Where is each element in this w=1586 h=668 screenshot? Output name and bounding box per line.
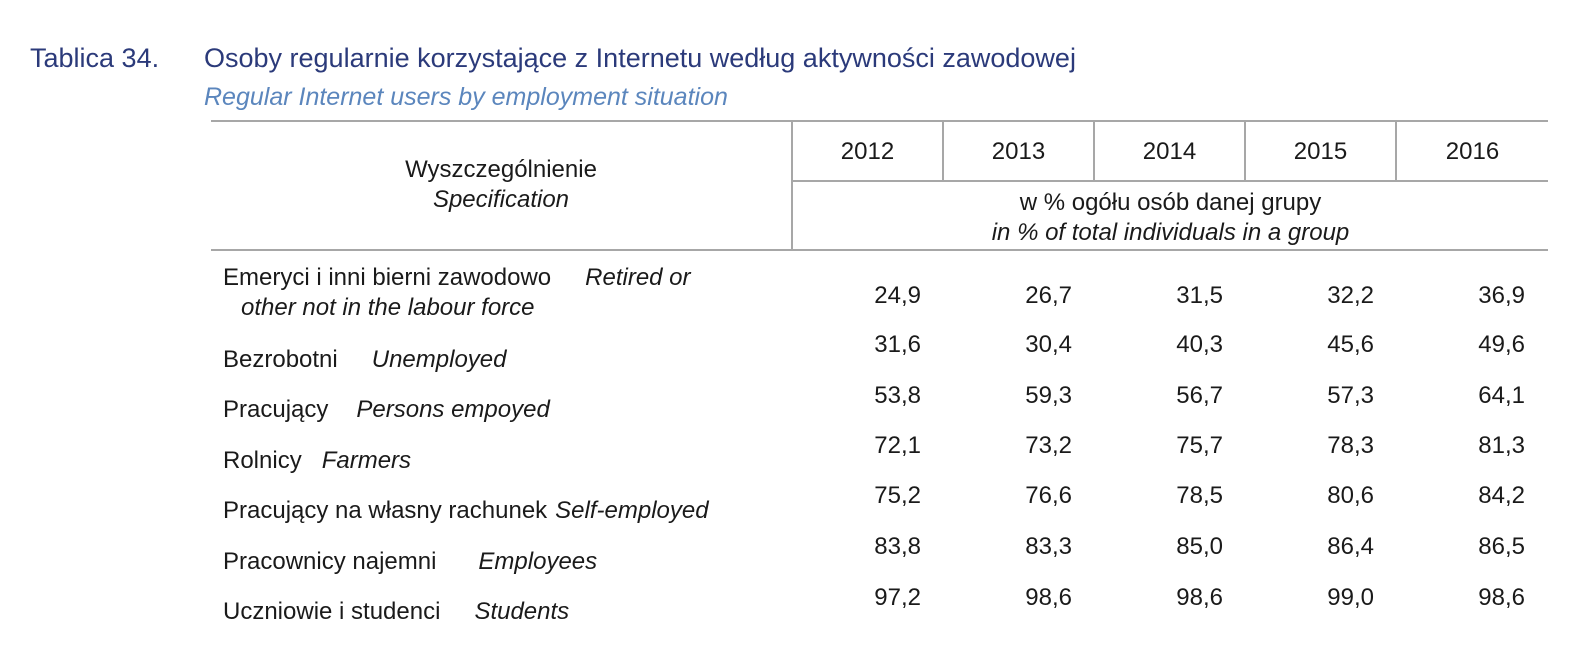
row-label: Bezrobotni Unemployed xyxy=(223,345,507,375)
table-cell: 81,3 xyxy=(1478,432,1525,459)
table-cell: 40,3 xyxy=(1176,331,1223,358)
unit-header: w % ogółu osób danej grupy in % of total… xyxy=(793,188,1548,248)
row-label-en: Persons empoyed xyxy=(356,396,550,423)
year-header: 2012 xyxy=(840,138,895,165)
table-cell: 84,2 xyxy=(1478,482,1525,509)
table-cell: 73,2 xyxy=(1025,432,1072,459)
data-table: Wyszczególnienie Specification 2012 2013… xyxy=(211,120,1548,640)
row-label-pl: Uczniowie i studenci xyxy=(223,598,441,625)
year-header: 2013 xyxy=(991,138,1046,165)
header-bottom-rule xyxy=(211,249,1548,251)
row-label-pl: Pracownicy najemni xyxy=(223,548,437,575)
table-cell: 53,8 xyxy=(874,382,921,409)
row-label: Emeryci i inni bierni zawodowo Retired or xyxy=(223,263,691,293)
row-label: Pracujący Persons empoyed xyxy=(223,395,550,425)
table-cell: 83,8 xyxy=(874,533,921,560)
table-cell: 64,1 xyxy=(1478,382,1525,409)
table-cell: 97,2 xyxy=(874,584,921,611)
spec-header-en: Specification xyxy=(432,186,570,213)
spec-header-pl: Wyszczególnienie xyxy=(405,156,597,183)
row-label-pl: Emeryci i inni bierni zawodowo xyxy=(223,264,552,291)
table-cell: 57,3 xyxy=(1327,382,1374,409)
table-cell: 26,7 xyxy=(1025,282,1072,309)
row-label-pl: Rolnicy xyxy=(223,447,302,474)
table-cell: 31,5 xyxy=(1176,282,1223,309)
spec-header: Wyszczególnienie Specification xyxy=(211,155,791,215)
row-label-en: Farmers xyxy=(321,447,412,474)
year-header: 2014 xyxy=(1142,138,1197,165)
table-cell: 78,3 xyxy=(1327,432,1374,459)
table-cell: 75,2 xyxy=(874,482,921,509)
table-cell: 99,0 xyxy=(1327,584,1374,611)
table-cell: 85,0 xyxy=(1176,533,1223,560)
year-divider-4 xyxy=(1395,120,1397,180)
table-cell: 75,7 xyxy=(1176,432,1223,459)
table-cell: 36,9 xyxy=(1478,282,1525,309)
row-label-en: Students xyxy=(474,598,570,625)
table-cell: 76,6 xyxy=(1025,482,1072,509)
year-header: 2016 xyxy=(1445,138,1500,165)
table-cell: 30,4 xyxy=(1025,331,1072,358)
row-label-en: Employees xyxy=(478,548,598,575)
table-cell: 49,6 xyxy=(1478,331,1525,358)
table-cell: 83,3 xyxy=(1025,533,1072,560)
table-cell: 72,1 xyxy=(874,432,921,459)
row-label: Pracownicy najemni Employees xyxy=(223,547,597,577)
row-label-en: Retired or xyxy=(585,264,691,291)
table-cell: 98,6 xyxy=(1478,584,1525,611)
year-divider-1 xyxy=(942,120,944,180)
table-cell: 59,3 xyxy=(1025,382,1072,409)
row-label-en: Self-employed xyxy=(555,497,709,524)
table-cell: 31,6 xyxy=(874,331,921,358)
unit-header-en: in % of total individuals in a group xyxy=(991,219,1350,246)
table-subtitle: Regular Internet users by employment sit… xyxy=(204,83,728,111)
table-cell: 78,5 xyxy=(1176,482,1223,509)
table-cell: 86,5 xyxy=(1478,533,1525,560)
table-cell: 56,7 xyxy=(1176,382,1223,409)
table-cell: 98,6 xyxy=(1025,584,1072,611)
table-cell: 98,6 xyxy=(1176,584,1223,611)
row-label-pl: Pracujący xyxy=(223,396,329,423)
table-cell: 80,6 xyxy=(1327,482,1374,509)
table-title: Osoby regularnie korzystające z Internet… xyxy=(204,43,1076,73)
years-bottom-rule xyxy=(791,180,1548,182)
row-label-en-cont: other not in the labour force xyxy=(241,294,535,321)
table-cell: 32,2 xyxy=(1327,282,1374,309)
spec-divider xyxy=(791,120,793,250)
unit-header-pl: w % ogółu osób danej grupy xyxy=(1019,189,1322,216)
table-top-rule xyxy=(211,120,1548,122)
year-divider-3 xyxy=(1244,120,1246,180)
table-cell: 24,9 xyxy=(874,282,921,309)
table-number: Tablica 34. xyxy=(30,43,160,73)
row-label-pl: Pracujący na własny rachunek xyxy=(223,497,548,524)
year-header: 2015 xyxy=(1293,138,1348,165)
row-label: Pracujący na własny rachunek Self-employe… xyxy=(223,496,709,526)
table-cell: 86,4 xyxy=(1327,533,1374,560)
row-label: Uczniowie i studenci Students xyxy=(223,597,569,627)
row-label-pl: Bezrobotni xyxy=(223,346,338,373)
year-divider-2 xyxy=(1093,120,1095,180)
row-label: Rolnicy Farmers xyxy=(223,446,411,476)
table-cell: 45,6 xyxy=(1327,331,1374,358)
row-label-en: Unemployed xyxy=(371,346,507,373)
